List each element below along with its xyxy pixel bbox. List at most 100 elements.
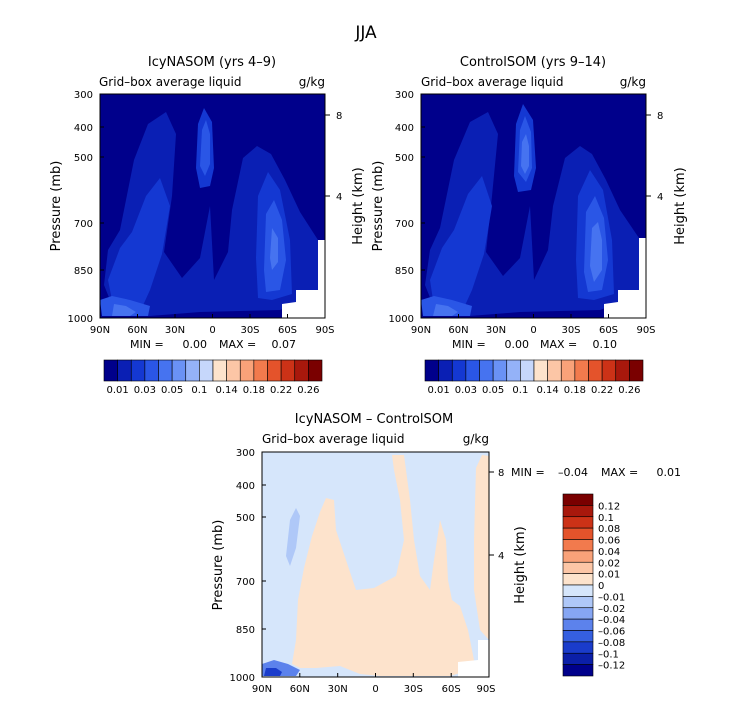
colorbar-swatch [562,664,594,677]
panel-2-x-axis: 90N 60N 30N 0 30S 60S 90S [411,314,656,336]
colorbar-swatch [226,359,241,382]
colorbar-swatch [158,359,173,382]
panel-3-positive-diff-central [292,455,474,676]
colorbar-label: 0.02 [598,558,620,569]
max-value: 0.01 [657,466,682,479]
panel-3-units: g/kg [463,432,489,446]
y2-tick-label: 4 [498,551,504,562]
x-tick-label: 30N [165,325,185,336]
colorbar-label: 0.12 [598,501,620,512]
panel-2-contour-boundary-core [433,304,458,316]
y-tick-label: 400 [74,123,93,134]
x-tick-label: 90N [411,325,431,336]
y-tick-label: 850 [395,266,414,277]
x-tick-label: 0 [209,325,215,336]
panel-2-contour-mid [430,176,492,314]
y-tick-label: 1000 [230,673,255,684]
colorbar-label: 0.1 [598,513,614,524]
y-tick-label: 850 [74,266,93,277]
panel-1-units: g/kg [299,75,325,89]
colorbar-swatch [560,359,576,382]
min-label: MIN = [130,338,164,351]
min-label: MIN = [452,338,486,351]
colorbar-swatch [117,359,132,382]
panel-2-contour-sh-core [590,222,602,282]
y2-tick-label: 4 [336,192,342,203]
panel-2-colorbar: 0.01 0.03 0.05 0.1 0.14 0.18 0.22 0.26 [424,359,644,396]
colorbar-label: –0.01 [598,592,625,603]
panel-2-minmax: MIN = 0.00 MAX = 0.10 [452,338,617,351]
colorbar-swatch [629,359,644,382]
y-tick-label: 500 [236,513,255,524]
y-tick-label: 500 [74,153,93,164]
panel-2-y2-axis: 8 4 [646,111,663,203]
panel-2-title: ControlSOM (yrs 9–14) [460,55,606,70]
y-tick-label: 300 [395,90,414,101]
max-value: 0.07 [272,338,297,351]
panel-3-positive-diff-right [474,455,489,640]
colorbar-swatch [615,359,630,382]
colorbar-swatch [492,359,508,382]
panel-1-minmax: MIN = 0.00 MAX = 0.07 [130,338,296,351]
colorbar-swatch [562,630,594,643]
panel-2-plot-area [420,93,647,319]
x-tick-label: 30S [240,325,259,336]
y-tick-label: 700 [236,577,255,588]
x-tick-label: 0 [372,684,378,695]
x-tick-label: 90S [476,684,495,695]
x-tick-label: 30N [328,684,348,695]
min-value: 0.00 [505,338,530,351]
y-tick-label: 400 [236,481,255,492]
x-tick-label: 60N [290,684,310,695]
colorbar-swatch [294,359,309,382]
colorbar-label: –0.12 [598,661,625,672]
max-label: MAX = [601,466,638,479]
colorbar-swatch [562,573,594,586]
colorbar-label: 0.26 [618,385,640,396]
colorbar-swatch [562,493,594,506]
panel-3-x-axis: 90N 60N 30N 0 30S 60S 90S [252,673,496,695]
panel-3-negative-diff-boundary-core [264,668,282,676]
y2-tick-label: 8 [657,111,663,122]
y-tick-label: 1000 [389,314,414,325]
colorbar-swatch [574,359,589,382]
panel-1-colorbar: 0.01 0.03 0.05 0.1 0.14 0.18 0.22 0.26 [103,359,323,396]
colorbar-label: 0.08 [598,524,620,535]
x-tick-label: 90N [252,684,272,695]
colorbar-label: 0.01 [106,385,128,396]
colorbar-swatch [144,359,159,382]
colorbar-swatch [185,359,200,382]
panel-3-y2label: Height (km) [513,526,528,603]
x-tick-label: 60S [278,325,297,336]
colorbar-swatch [562,652,594,665]
panel-2-units: g/kg [620,75,646,89]
panel-2-ylabel: Pressure (mb) [371,161,386,252]
colorbar-swatch [424,359,439,382]
colorbar-swatch [465,359,480,382]
colorbar-label: 0.06 [598,536,620,547]
x-tick-label: 30S [404,684,423,695]
colorbar-swatch [451,359,467,382]
colorbar-label: 0.14 [215,385,237,396]
y-tick-label: 300 [236,448,255,459]
colorbar-swatch [212,359,227,382]
colorbar-label: 0.22 [591,385,613,396]
colorbar-label: 0.18 [564,385,586,396]
x-tick-label: 60N [127,325,147,336]
panel-2-masked-topography [604,238,646,318]
colorbar-swatch [479,359,494,382]
panel-3-y-axis: 300 400 500 700 850 1000 [230,448,266,684]
panel-difference: IcyNASOM – ControlSOM Grid–box average l… [211,412,681,695]
colorbar-swatch [438,359,453,382]
x-tick-label: 0 [530,325,536,336]
colorbar-label: 0 [598,581,604,592]
max-label: MAX = [219,338,256,351]
y-tick-label: 1000 [68,314,93,325]
figure-title: JJA [354,23,377,43]
colorbar-swatch [562,505,594,518]
panel-controlsom: ControlSOM (yrs 9–14) Grid–box average l… [371,55,688,396]
y2-tick-label: 8 [336,111,342,122]
colorbar-swatch [601,359,617,382]
colorbar-swatch [562,584,594,597]
